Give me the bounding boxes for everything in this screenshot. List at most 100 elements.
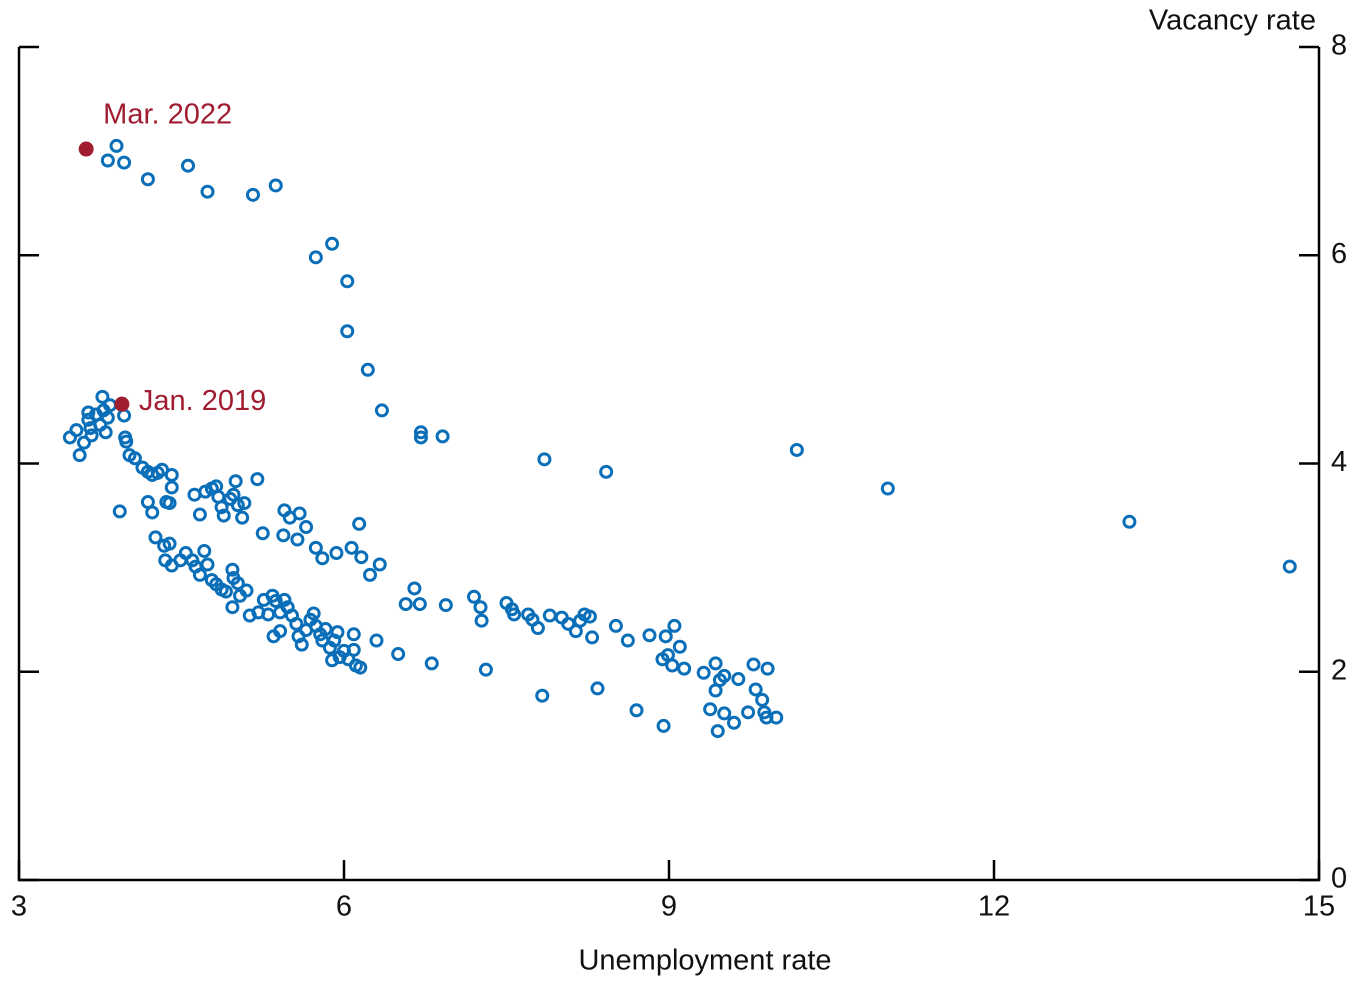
- scatter-point: [708, 656, 723, 671]
- scatter-point: [741, 705, 756, 720]
- scatter-point: [672, 639, 687, 654]
- scatter-point: [629, 703, 644, 718]
- scatter-point: [218, 584, 233, 599]
- scatter-point: [727, 715, 741, 730]
- scatter-point: [109, 138, 124, 153]
- scatter-point: [467, 589, 481, 604]
- scatter-point: [98, 425, 113, 440]
- scatter-point: [235, 510, 250, 525]
- scatter-point: [590, 681, 605, 696]
- scatter-point: [1282, 559, 1297, 574]
- scatter-point: [748, 682, 763, 697]
- scatter-point: [703, 702, 718, 717]
- scatter-point: [268, 593, 283, 608]
- scatter-point: [717, 668, 732, 683]
- scatter-point: [268, 178, 283, 193]
- y-tick-label: 8: [1331, 30, 1347, 62]
- scatter-point: [412, 597, 427, 612]
- scatter-point: [100, 153, 115, 168]
- scatter-point: [315, 551, 330, 566]
- scatter-point: [273, 624, 288, 639]
- scatter-point: [200, 557, 215, 572]
- annotation: Mar. 2022: [103, 99, 232, 131]
- scatter-point: [81, 405, 96, 420]
- scatter-point: [84, 428, 99, 443]
- scatter-point: [197, 543, 212, 558]
- scatter-point: [667, 618, 682, 633]
- scatter-point: [353, 660, 368, 675]
- scatter-point: [228, 474, 243, 489]
- x-tick-label: 9: [661, 891, 677, 923]
- scatter-point: [677, 661, 692, 676]
- scatter-point: [530, 621, 545, 636]
- scatter-point: [308, 250, 323, 265]
- y-tick-label: 6: [1331, 238, 1347, 270]
- scatter-point: [344, 540, 359, 555]
- scatter-point: [658, 629, 673, 644]
- scatter-point: [148, 530, 163, 545]
- scatter-point: [599, 464, 614, 479]
- scatter-point: [216, 508, 231, 523]
- scatter-point: [117, 408, 132, 423]
- scatter-point: [537, 452, 552, 467]
- scatter-point: [535, 688, 550, 703]
- scatter-point: [561, 616, 576, 631]
- scatter-point: [710, 724, 725, 739]
- scatter-point: [372, 557, 387, 572]
- scatter-point: [292, 506, 307, 521]
- axis-frame: [17, 47, 1321, 882]
- scatter-point: [239, 583, 254, 598]
- scatter-point: [255, 526, 270, 541]
- x-tick-label: 12: [978, 891, 1010, 923]
- scatter-point: [542, 608, 557, 623]
- scatter-point: [95, 389, 110, 404]
- scatter-point: [346, 642, 361, 657]
- scatter-point: [290, 532, 305, 547]
- scatter-point: [77, 435, 91, 450]
- scatter-point: [354, 550, 369, 565]
- scatter-point: [325, 236, 340, 251]
- scatter-point: [112, 504, 127, 519]
- scatter-point: [250, 472, 265, 487]
- scatter-point: [289, 616, 304, 631]
- scatter-point: [656, 718, 671, 733]
- scatter-point: [731, 672, 746, 687]
- scatter-point: [438, 598, 453, 613]
- annotation: Jan. 2019: [139, 385, 266, 417]
- scatter-point: [100, 410, 115, 425]
- scatter-point: [398, 597, 413, 612]
- scatter-point: [665, 658, 680, 673]
- scatter-point: [696, 665, 711, 680]
- x-tick-label: 6: [336, 891, 352, 923]
- scatter-point: [187, 487, 202, 502]
- scatter-point: [294, 637, 309, 652]
- scatter-point: [620, 633, 635, 648]
- x-tick-label: 3: [11, 891, 27, 923]
- scatter-point: [117, 155, 132, 170]
- scatter-point: [127, 451, 142, 466]
- scatter-point: [1122, 514, 1137, 529]
- scatter-point: [164, 480, 179, 495]
- scatter-point: [435, 429, 450, 444]
- scatter-point: [769, 710, 784, 725]
- scatter-point: [140, 172, 155, 187]
- scatter-point: [642, 628, 657, 643]
- highlight-point: [114, 396, 130, 412]
- x-axis-label: Unemployment rate: [578, 945, 831, 977]
- scatter-point: [880, 481, 895, 496]
- scatter-point: [225, 600, 240, 615]
- scatter-point: [585, 630, 600, 645]
- x-tick-label: 15: [1303, 891, 1335, 923]
- y-tick-label: 0: [1331, 863, 1347, 895]
- scatter-point: [299, 520, 314, 535]
- scatter-point: [369, 633, 384, 648]
- scatter-point: [352, 516, 367, 531]
- scatter-point: [277, 592, 292, 607]
- scatter-point: [192, 567, 207, 582]
- scatter-point: [181, 158, 195, 173]
- scatter-point: [582, 609, 597, 624]
- highlight-point: [78, 141, 94, 157]
- scatter-point: [276, 528, 291, 543]
- scatter-point: [308, 540, 323, 555]
